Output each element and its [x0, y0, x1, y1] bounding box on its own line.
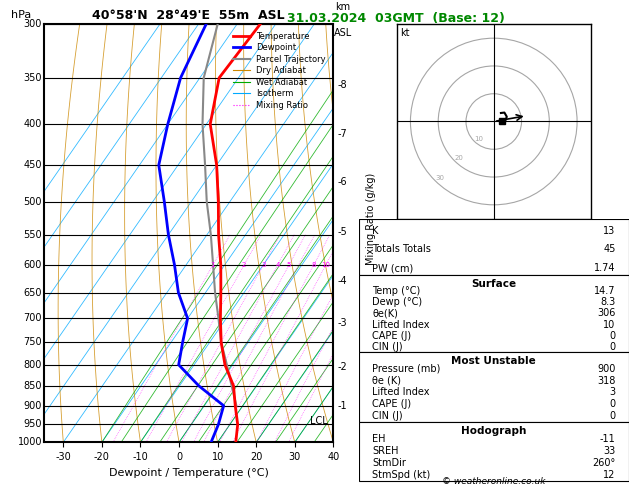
Text: 1.74: 1.74	[594, 263, 615, 273]
Text: 318: 318	[597, 376, 615, 386]
Text: Hodograph: Hodograph	[461, 426, 526, 436]
Text: km: km	[335, 2, 350, 12]
Text: K: K	[372, 226, 379, 236]
Text: LCL: LCL	[310, 416, 328, 426]
Text: 5: 5	[287, 262, 291, 268]
Text: CAPE (J): CAPE (J)	[372, 330, 411, 341]
Text: 10: 10	[321, 262, 330, 268]
Text: 0: 0	[610, 330, 615, 341]
Text: 45: 45	[603, 244, 615, 255]
FancyBboxPatch shape	[359, 352, 629, 422]
Text: SREH: SREH	[372, 446, 399, 455]
Text: CIN (J): CIN (J)	[372, 411, 403, 421]
Text: -7: -7	[338, 129, 348, 139]
Text: 750: 750	[23, 337, 42, 347]
Text: -2: -2	[338, 362, 348, 372]
Text: 450: 450	[24, 160, 42, 170]
Text: 260°: 260°	[593, 458, 615, 468]
Text: 350: 350	[24, 73, 42, 83]
Text: 306: 306	[597, 309, 615, 318]
Text: -6: -6	[338, 176, 348, 187]
Text: θe (K): θe (K)	[372, 376, 401, 386]
Text: CAPE (J): CAPE (J)	[372, 399, 411, 409]
Legend: Temperature, Dewpoint, Parcel Trajectory, Dry Adiabat, Wet Adiabat, Isotherm, Mi: Temperature, Dewpoint, Parcel Trajectory…	[230, 29, 329, 113]
Text: 700: 700	[24, 313, 42, 324]
Text: Totals Totals: Totals Totals	[372, 244, 431, 255]
Text: Mixing Ratio (g/kg): Mixing Ratio (g/kg)	[366, 173, 376, 265]
Text: 300: 300	[24, 19, 42, 29]
Text: 900: 900	[24, 400, 42, 411]
Text: Temp (°C): Temp (°C)	[372, 286, 420, 296]
Text: 14.7: 14.7	[594, 286, 615, 296]
Text: 30: 30	[435, 175, 445, 181]
Text: -3: -3	[338, 318, 348, 329]
Text: 1: 1	[211, 262, 215, 268]
Text: -5: -5	[338, 226, 348, 237]
Text: 13: 13	[603, 226, 615, 236]
FancyBboxPatch shape	[359, 275, 629, 352]
Text: -8: -8	[338, 80, 348, 90]
Text: θe(K): θe(K)	[372, 309, 398, 318]
Text: 0: 0	[610, 342, 615, 352]
Text: 33: 33	[603, 446, 615, 455]
Text: StmDir: StmDir	[372, 458, 406, 468]
Text: 31.03.2024  03GMT  (Base: 12): 31.03.2024 03GMT (Base: 12)	[287, 12, 505, 25]
Text: 550: 550	[23, 230, 42, 240]
Text: CIN (J): CIN (J)	[372, 342, 403, 352]
Text: 0: 0	[610, 411, 615, 421]
Text: ASL: ASL	[333, 29, 352, 38]
Text: 400: 400	[24, 119, 42, 129]
Text: Surface: Surface	[471, 279, 516, 289]
Title: 40°58'N  28°49'E  55m  ASL: 40°58'N 28°49'E 55m ASL	[92, 9, 285, 22]
Text: 800: 800	[24, 360, 42, 370]
Text: 950: 950	[24, 419, 42, 430]
Text: 2: 2	[242, 262, 247, 268]
Text: 500: 500	[24, 197, 42, 207]
Text: StmSpd (kt): StmSpd (kt)	[372, 469, 430, 480]
Text: 650: 650	[24, 288, 42, 298]
Text: Lifted Index: Lifted Index	[372, 319, 430, 330]
Text: 10: 10	[474, 136, 483, 142]
Text: 8: 8	[311, 262, 316, 268]
Text: 850: 850	[24, 381, 42, 391]
FancyBboxPatch shape	[359, 422, 629, 481]
Text: -11: -11	[599, 434, 615, 444]
Text: 900: 900	[597, 364, 615, 374]
Text: 20: 20	[455, 156, 464, 161]
Text: -4: -4	[338, 276, 348, 286]
Text: 3: 3	[261, 262, 265, 268]
Text: PW (cm): PW (cm)	[372, 263, 413, 273]
Text: 10: 10	[603, 319, 615, 330]
Text: 4: 4	[276, 262, 280, 268]
X-axis label: Dewpoint / Temperature (°C): Dewpoint / Temperature (°C)	[109, 468, 269, 478]
Text: 600: 600	[24, 260, 42, 270]
Text: 8.3: 8.3	[600, 297, 615, 307]
Text: 1000: 1000	[18, 437, 42, 447]
Text: © weatheronline.co.uk: © weatheronline.co.uk	[442, 477, 545, 486]
Text: kt: kt	[401, 28, 410, 38]
FancyBboxPatch shape	[359, 219, 629, 275]
Text: Most Unstable: Most Unstable	[452, 356, 536, 366]
Text: 12: 12	[603, 469, 615, 480]
Text: 0: 0	[610, 399, 615, 409]
Text: EH: EH	[372, 434, 386, 444]
Text: -1: -1	[338, 400, 348, 411]
Text: hPa: hPa	[11, 10, 31, 20]
Text: 3: 3	[610, 387, 615, 398]
Text: Pressure (mb): Pressure (mb)	[372, 364, 440, 374]
Text: Lifted Index: Lifted Index	[372, 387, 430, 398]
Text: Dewp (°C): Dewp (°C)	[372, 297, 422, 307]
